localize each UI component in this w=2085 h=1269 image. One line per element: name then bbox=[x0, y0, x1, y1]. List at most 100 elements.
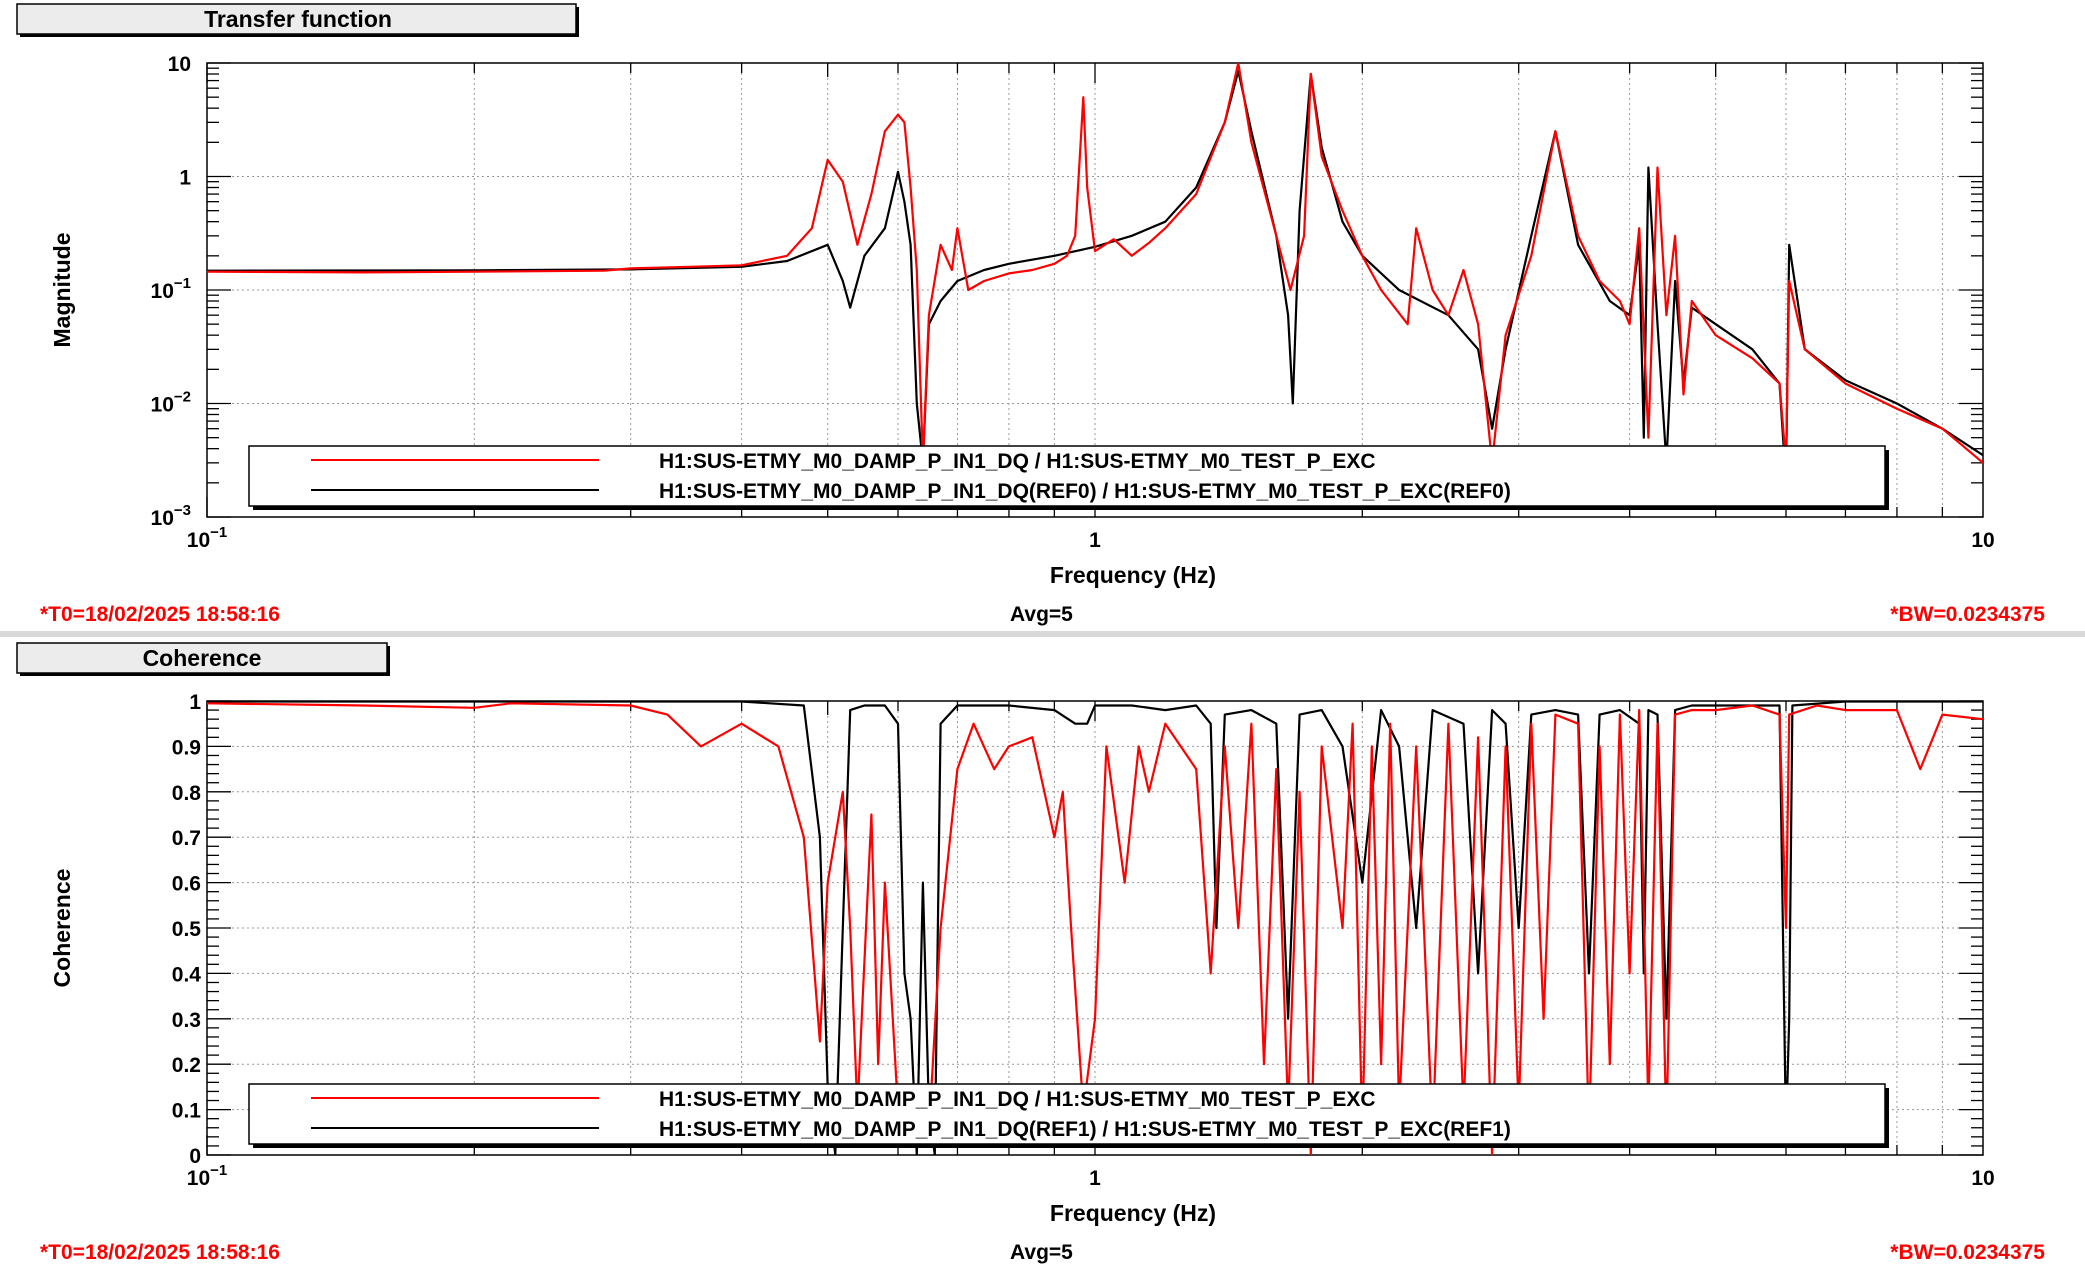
data-point bbox=[700, 745, 702, 748]
data-point bbox=[1164, 220, 1167, 223]
data-point bbox=[1320, 155, 1323, 158]
data-point bbox=[909, 1018, 912, 1020]
plot-0: Transfer function 10−1 1 10 10 1 10−1 10−2 10−3 F… bbox=[16, 3, 1995, 588]
data-point bbox=[207, 701, 208, 703]
data-point bbox=[863, 704, 866, 707]
data-point bbox=[1714, 334, 1717, 337]
data-point bbox=[993, 768, 995, 770]
data-point bbox=[1164, 709, 1167, 711]
data-point bbox=[1941, 713, 1944, 716]
bw-label-bottom: *BW=0.0234375 bbox=[1890, 1241, 2045, 1264]
data-point bbox=[207, 270, 208, 273]
data-point bbox=[786, 260, 788, 262]
data-point bbox=[1250, 722, 1253, 725]
data-point bbox=[1298, 791, 1301, 793]
x-axis-label: Frequency (Hz) bbox=[1050, 562, 1216, 588]
data-point bbox=[1431, 709, 1434, 711]
data-point bbox=[1577, 722, 1579, 725]
data-point bbox=[1275, 235, 1278, 237]
data-point bbox=[811, 227, 813, 229]
data-point bbox=[1665, 1018, 1668, 1020]
data-point bbox=[834, 1154, 837, 1155]
data-point bbox=[1788, 244, 1790, 246]
data-point bbox=[1665, 314, 1668, 317]
data-point bbox=[1053, 255, 1056, 257]
data-point bbox=[1361, 881, 1364, 884]
data-point bbox=[1530, 255, 1533, 257]
data-point bbox=[1609, 1063, 1611, 1065]
data-point bbox=[1816, 704, 1818, 707]
data-point bbox=[972, 722, 975, 725]
data-point bbox=[1371, 745, 1373, 748]
data-point bbox=[1462, 269, 1465, 271]
data-point bbox=[849, 927, 851, 929]
data-point bbox=[1982, 701, 1983, 703]
title-box bbox=[16, 3, 577, 35]
data-point bbox=[1289, 289, 1292, 291]
data-point bbox=[1053, 709, 1056, 711]
data-point bbox=[1398, 745, 1400, 748]
panel-separator[interactable] bbox=[0, 631, 2085, 637]
data-point bbox=[1164, 227, 1167, 229]
data-point bbox=[362, 271, 365, 274]
y-tick-label: 0.5 bbox=[172, 918, 202, 941]
data-point bbox=[1504, 722, 1507, 725]
data-point bbox=[1415, 927, 1417, 929]
x-tick-label: 10−1 bbox=[187, 1162, 227, 1190]
data-point bbox=[1517, 927, 1520, 929]
data-point bbox=[629, 267, 632, 270]
data-point bbox=[1778, 713, 1781, 716]
data-point bbox=[939, 927, 942, 929]
data-point bbox=[1577, 713, 1579, 716]
y-ticks bbox=[207, 62, 1983, 518]
data-point bbox=[1195, 193, 1197, 195]
data-point bbox=[786, 255, 788, 257]
data-point bbox=[1896, 402, 1898, 405]
y-tick-label: 0.7 bbox=[172, 827, 201, 850]
data-point bbox=[856, 244, 859, 246]
data-point bbox=[1074, 235, 1076, 237]
data-point bbox=[1320, 745, 1323, 748]
data-point bbox=[1982, 462, 1983, 464]
data-point bbox=[1542, 1018, 1545, 1020]
data-point bbox=[842, 791, 844, 793]
data-point bbox=[1406, 323, 1409, 326]
data-point bbox=[1844, 701, 1847, 703]
data-point bbox=[1844, 709, 1847, 711]
y-tick-label: 10 bbox=[168, 53, 191, 76]
y-tick-label: 10−3 bbox=[151, 502, 191, 530]
data-point bbox=[1674, 235, 1676, 237]
data-point bbox=[819, 1040, 821, 1043]
data-point bbox=[1554, 130, 1557, 133]
data-point bbox=[603, 269, 605, 272]
data-point bbox=[1031, 736, 1034, 739]
data-point bbox=[1447, 722, 1450, 725]
data-point bbox=[1389, 722, 1391, 725]
data-point bbox=[777, 745, 780, 748]
data-point bbox=[1691, 704, 1693, 707]
data-point bbox=[1788, 280, 1790, 282]
legend-entry: H1:SUS-ETMY_M0_DAMP_P_IN1_DQ / H1:SUS-ET… bbox=[659, 450, 1376, 473]
data-point bbox=[903, 200, 906, 203]
data-point bbox=[1647, 709, 1650, 711]
data-point bbox=[1751, 348, 1754, 351]
data-point bbox=[826, 244, 829, 246]
data-point bbox=[1237, 63, 1240, 64]
data-point bbox=[1008, 263, 1010, 265]
title-box bbox=[16, 642, 388, 674]
data-point bbox=[1804, 348, 1806, 351]
data-point bbox=[1053, 263, 1056, 265]
data-point bbox=[1031, 269, 1034, 271]
data-point bbox=[1577, 235, 1579, 237]
data-point bbox=[473, 707, 476, 709]
data-point bbox=[1415, 227, 1417, 229]
data-point bbox=[1504, 334, 1507, 337]
data-point bbox=[1682, 393, 1685, 396]
y-tick-label: 0.3 bbox=[172, 1009, 201, 1032]
data-point bbox=[1008, 272, 1010, 275]
data-point bbox=[1674, 713, 1676, 716]
data-point bbox=[897, 171, 899, 173]
legend-box bbox=[248, 1083, 1886, 1145]
data-point bbox=[1656, 166, 1659, 169]
data-point bbox=[939, 244, 942, 246]
